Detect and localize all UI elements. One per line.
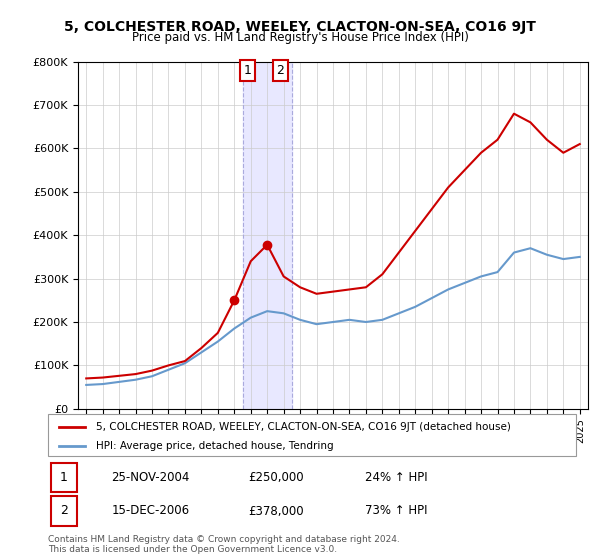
FancyBboxPatch shape	[50, 463, 77, 492]
FancyBboxPatch shape	[48, 414, 576, 456]
Text: 2: 2	[277, 64, 284, 77]
Text: £378,000: £378,000	[248, 505, 304, 517]
FancyBboxPatch shape	[50, 496, 77, 525]
Text: 5, COLCHESTER ROAD, WEELEY, CLACTON-ON-SEA, CO16 9JT: 5, COLCHESTER ROAD, WEELEY, CLACTON-ON-S…	[64, 20, 536, 34]
Text: Contains HM Land Registry data © Crown copyright and database right 2024.
This d: Contains HM Land Registry data © Crown c…	[48, 535, 400, 554]
Text: Price paid vs. HM Land Registry's House Price Index (HPI): Price paid vs. HM Land Registry's House …	[131, 31, 469, 44]
Bar	[242, 62, 292, 409]
Text: 73% ↑ HPI: 73% ↑ HPI	[365, 505, 427, 517]
Text: 1: 1	[60, 471, 68, 484]
Text: HPI: Average price, detached house, Tendring: HPI: Average price, detached house, Tend…	[95, 441, 333, 451]
Text: 24% ↑ HPI: 24% ↑ HPI	[365, 471, 427, 484]
Text: 2: 2	[60, 505, 68, 517]
Text: 25-NOV-2004: 25-NOV-2004	[112, 471, 190, 484]
Text: 15-DEC-2006: 15-DEC-2006	[112, 505, 190, 517]
Text: £250,000: £250,000	[248, 471, 304, 484]
Text: 5, COLCHESTER ROAD, WEELEY, CLACTON-ON-SEA, CO16 9JT (detached house): 5, COLCHESTER ROAD, WEELEY, CLACTON-ON-S…	[95, 422, 511, 432]
Text: 1: 1	[244, 64, 251, 77]
